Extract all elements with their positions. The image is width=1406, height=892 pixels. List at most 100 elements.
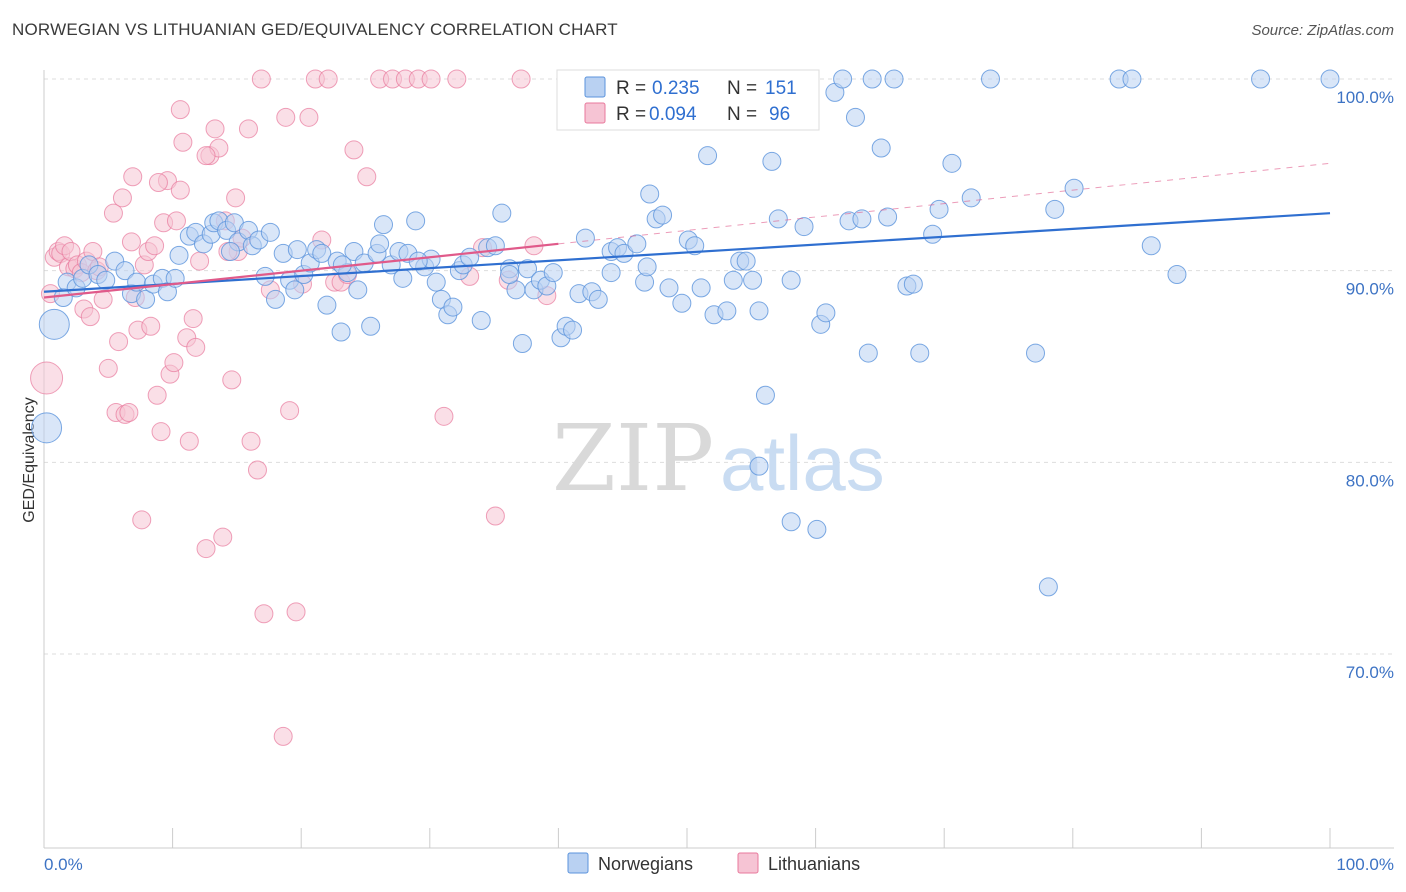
norwegians-point bbox=[563, 320, 583, 340]
norwegians-point bbox=[312, 243, 332, 263]
axes bbox=[43, 70, 1394, 849]
lithuanians-trend-extension bbox=[558, 162, 1331, 245]
norwegians-point bbox=[755, 385, 775, 405]
norwegians-point bbox=[1026, 343, 1046, 363]
norwegians-point bbox=[768, 209, 788, 229]
norwegians-point bbox=[781, 270, 801, 290]
norwegians-point bbox=[31, 412, 63, 444]
norwegians-point bbox=[637, 257, 657, 277]
norwegians-point bbox=[903, 274, 923, 294]
legend-r-value-lithuanians: 0.094 bbox=[649, 104, 697, 125]
norwegians-point bbox=[265, 289, 285, 309]
lithuanians-point bbox=[123, 167, 143, 187]
norwegians-point bbox=[858, 343, 878, 363]
norwegians-point bbox=[285, 280, 305, 300]
norwegians-point bbox=[255, 266, 275, 286]
norwegians-point bbox=[749, 456, 769, 476]
norwegians-point bbox=[317, 295, 337, 315]
legend-r-label-2: R = bbox=[616, 104, 646, 125]
norwegians-point bbox=[115, 261, 135, 281]
legend-n-label-1: N = bbox=[727, 78, 757, 99]
norwegians-point bbox=[884, 69, 904, 89]
norwegians-point bbox=[492, 203, 512, 223]
norwegians-point bbox=[1320, 69, 1340, 89]
lithuanians-point bbox=[103, 203, 123, 223]
bottom-legend-swatch-norwegians bbox=[567, 852, 589, 874]
y-tick-label: 90.0% bbox=[1346, 280, 1394, 299]
norwegians-point bbox=[96, 270, 116, 290]
lithuanians-point bbox=[148, 173, 168, 192]
lithuanians-point bbox=[238, 119, 258, 139]
norwegians-point bbox=[672, 293, 692, 313]
norwegians-point bbox=[348, 280, 368, 300]
lithuanians-point bbox=[190, 251, 210, 271]
norwegians-point bbox=[136, 289, 156, 309]
norwegians-point bbox=[691, 278, 711, 298]
norwegians-point bbox=[923, 224, 943, 244]
norwegians-trend-line bbox=[43, 212, 1331, 293]
lithuanians-point bbox=[226, 188, 246, 208]
norwegians-point bbox=[961, 188, 981, 208]
lithuanians-point bbox=[93, 289, 113, 309]
lithuanians-point bbox=[286, 602, 306, 622]
chart-title: NORWEGIAN VS LITHUANIAN GED/EQUIVALENCY … bbox=[12, 20, 618, 39]
norwegians-point bbox=[260, 222, 280, 242]
lithuanians-point bbox=[98, 358, 118, 378]
norwegians-point bbox=[500, 265, 520, 284]
bottom-legend-swatch-lithuanians bbox=[737, 852, 759, 874]
norwegians-point bbox=[614, 243, 634, 263]
norwegians-point bbox=[762, 151, 782, 171]
lithuanians-point bbox=[251, 69, 271, 89]
norwegians-point bbox=[575, 228, 595, 248]
lithuanians-point bbox=[447, 69, 467, 89]
y-tick-label: 100.0% bbox=[1336, 88, 1394, 107]
lithuanians-point bbox=[247, 460, 267, 480]
lithuanians-point bbox=[280, 401, 300, 421]
legend-n-value-norwegians: 151 bbox=[765, 78, 797, 99]
legend-swatch-norwegians bbox=[584, 76, 606, 98]
norwegians-point bbox=[601, 263, 621, 283]
norwegians-point bbox=[794, 217, 814, 237]
norwegians-point bbox=[1167, 265, 1187, 284]
trend-lines bbox=[43, 162, 1331, 299]
norwegians-point bbox=[406, 211, 426, 231]
norwegians-point bbox=[781, 512, 801, 532]
y-tick-labels: 70.0% 80.0% 90.0% 100.0% bbox=[1336, 88, 1394, 682]
norwegians-point bbox=[833, 69, 853, 89]
legend-r-label-1: R = bbox=[616, 78, 646, 99]
norwegians-point bbox=[460, 247, 480, 267]
correlation-legend: R = 0.235 N = 151 R = 0.094 N = 96 bbox=[556, 69, 820, 131]
lithuanians-point bbox=[109, 332, 129, 352]
bottom-legend-label-lithuanians: Lithuanians bbox=[768, 854, 860, 874]
lithuanians-point bbox=[241, 431, 261, 451]
norwegians-point bbox=[1038, 577, 1058, 597]
x-ticks bbox=[43, 828, 1331, 848]
y-axis-title: GED/Equivalency bbox=[21, 397, 38, 522]
lithuanians-point bbox=[205, 119, 225, 139]
lithuanians-point bbox=[80, 307, 100, 327]
norwegians-point bbox=[543, 263, 563, 283]
norwegians-point bbox=[749, 301, 769, 321]
lithuanians-point bbox=[141, 316, 161, 336]
lithuanians-point bbox=[119, 403, 139, 422]
norwegians-point bbox=[878, 207, 898, 227]
lithuanians-point bbox=[196, 539, 216, 559]
norwegians-point bbox=[640, 184, 660, 204]
lithuanians-point bbox=[434, 406, 454, 426]
y-tick-label: 80.0% bbox=[1346, 471, 1394, 490]
norwegians-point bbox=[685, 236, 705, 256]
bottom-legend-label-norwegians: Norwegians bbox=[598, 854, 693, 874]
lithuanians-point bbox=[276, 107, 296, 127]
lithuanians-point bbox=[344, 140, 364, 160]
lithuanians-point bbox=[186, 337, 206, 357]
lithuanians-point bbox=[30, 361, 64, 395]
source-label: Source: ZipAtlas.com bbox=[1251, 22, 1394, 39]
norwegians-point bbox=[736, 251, 756, 271]
lithuanians-point bbox=[511, 69, 531, 89]
norwegians-point bbox=[588, 289, 608, 309]
norwegians-point bbox=[980, 69, 1000, 89]
lithuanians-point bbox=[357, 167, 377, 187]
lithuanians-points bbox=[30, 69, 557, 746]
norwegians-point bbox=[1064, 178, 1084, 198]
lithuanians-point bbox=[170, 100, 190, 120]
